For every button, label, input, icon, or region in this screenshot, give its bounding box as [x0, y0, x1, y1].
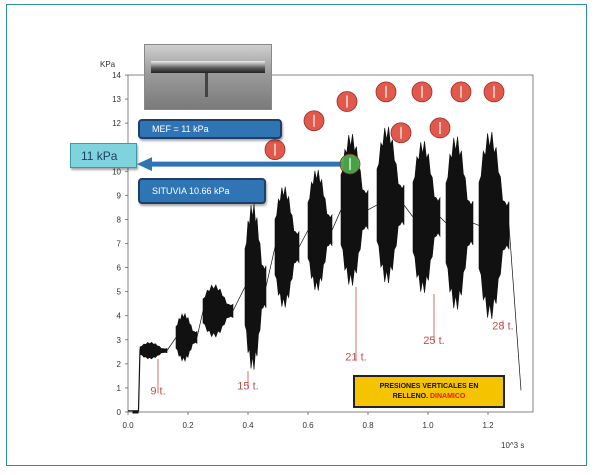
- signal-connector: [232, 286, 246, 312]
- signal-burst: [307, 169, 333, 291]
- x-tick-label: 0.8: [362, 421, 374, 430]
- y-tick-label: 5: [117, 288, 122, 297]
- load-annotation: 15 t.: [237, 381, 258, 393]
- load-annotation: 28 t.: [492, 320, 513, 332]
- signal-baseline: [128, 349, 141, 412]
- signal-burst: [445, 136, 474, 310]
- y-tick-label: 6: [117, 264, 122, 273]
- y-tick-label: 8: [117, 215, 122, 224]
- y-tick-label: 4: [117, 312, 122, 321]
- y-tick-label: 12: [112, 119, 121, 128]
- y-tick-label: 14: [112, 71, 121, 80]
- signal-burst: [376, 126, 405, 284]
- pressure-arrow-head: [137, 157, 152, 172]
- signal-burst: [478, 131, 510, 320]
- x-tick-label: 1.0: [422, 421, 434, 430]
- sensor-photo: [144, 44, 272, 110]
- signal-connector: [265, 247, 276, 287]
- signal-connector: [196, 310, 204, 338]
- signal-connector: [472, 222, 480, 226]
- sensor-pipe-image: [151, 61, 265, 73]
- mef-callout: MEF = 11 kPa: [138, 119, 282, 139]
- y-tick-label: 3: [117, 336, 122, 345]
- load-annotation: 9 t.: [150, 385, 165, 397]
- x-tick-label: 1.2: [482, 421, 494, 430]
- y-tick-label: 7: [117, 240, 122, 249]
- legend-box: PRESIONES VERTICALES EN RELLENO. DINAMIC…: [353, 375, 505, 408]
- signal-burst: [202, 284, 234, 338]
- signal-connector: [439, 216, 447, 224]
- signal-burst: [139, 341, 168, 360]
- x-tick-label: 0.0: [122, 421, 134, 430]
- y-axis-label: KPa: [100, 60, 116, 69]
- signal-connector: [403, 204, 414, 218]
- signal-burst: [175, 312, 198, 363]
- legend-line-2-prefix: RELLENO.: [392, 393, 429, 400]
- x-axis-label: 10^3 s: [501, 441, 524, 450]
- signal-tail: [508, 225, 522, 391]
- y-tick-label: 10: [112, 167, 121, 176]
- signal-connector: [166, 337, 177, 351]
- x-tick-label: 0.6: [302, 421, 314, 430]
- y-tick-label: 0: [117, 408, 122, 417]
- situvia-callout: SITUVIA 10.66 kPa: [138, 178, 266, 204]
- load-annotation: 25 t.: [423, 335, 444, 347]
- y-tick-label: 2: [117, 360, 122, 369]
- signal-burst: [244, 203, 267, 370]
- legend-line-1: PRESIONES VERTICALES EN: [379, 383, 479, 390]
- signal-connector: [367, 204, 378, 211]
- x-tick-label: 0.2: [182, 421, 194, 430]
- measured-pressure-callout: 11 kPa: [70, 143, 137, 168]
- signal-burst: [412, 141, 441, 293]
- sensor-rod-image: [205, 73, 208, 97]
- load-annotation: 21 t.: [345, 352, 366, 364]
- signal-connector: [331, 209, 342, 231]
- x-tick-label: 0.4: [242, 421, 254, 430]
- y-tick-label: 13: [112, 95, 121, 104]
- y-tick-label: 1: [117, 384, 122, 393]
- y-tick-label: 9: [117, 191, 122, 200]
- signal-connector: [298, 230, 309, 248]
- signal-burst: [274, 186, 300, 308]
- legend-line-2: RELLENO. DINAMICO: [355, 392, 503, 402]
- legend-line-2-highlight: DINAMICO: [429, 393, 466, 400]
